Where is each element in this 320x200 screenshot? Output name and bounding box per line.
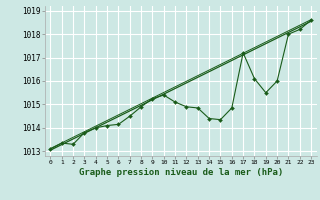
- X-axis label: Graphe pression niveau de la mer (hPa): Graphe pression niveau de la mer (hPa): [79, 168, 283, 177]
